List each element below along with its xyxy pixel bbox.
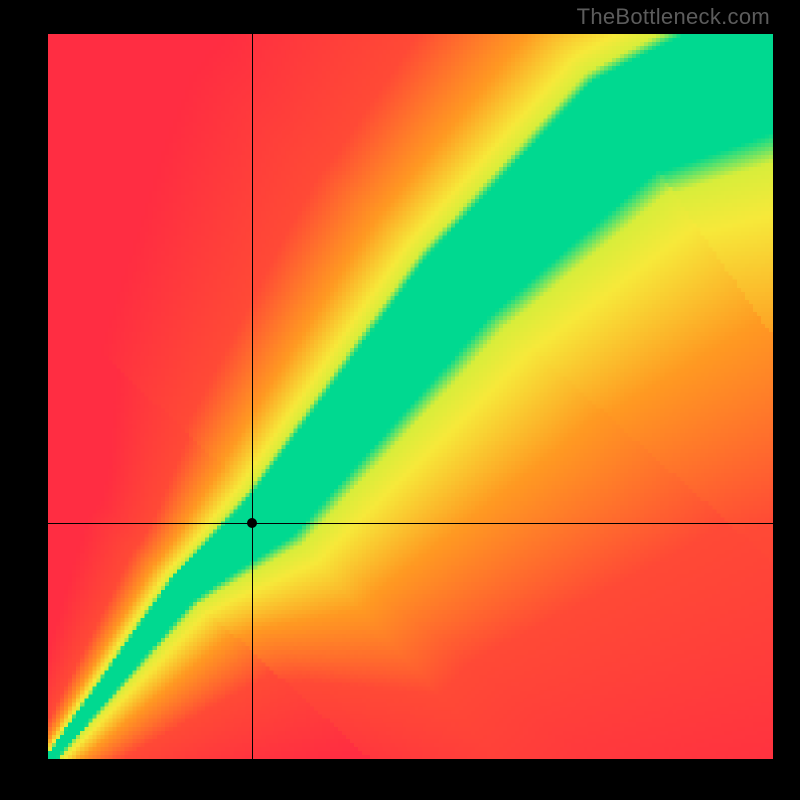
crosshair-horizontal-line — [48, 523, 773, 524]
bottleneck-heatmap — [48, 34, 773, 759]
watermark-text: TheBottleneck.com — [577, 4, 770, 30]
plot-area — [48, 34, 773, 759]
crosshair-vertical-line — [252, 34, 253, 759]
crosshair-marker-dot — [247, 518, 257, 528]
